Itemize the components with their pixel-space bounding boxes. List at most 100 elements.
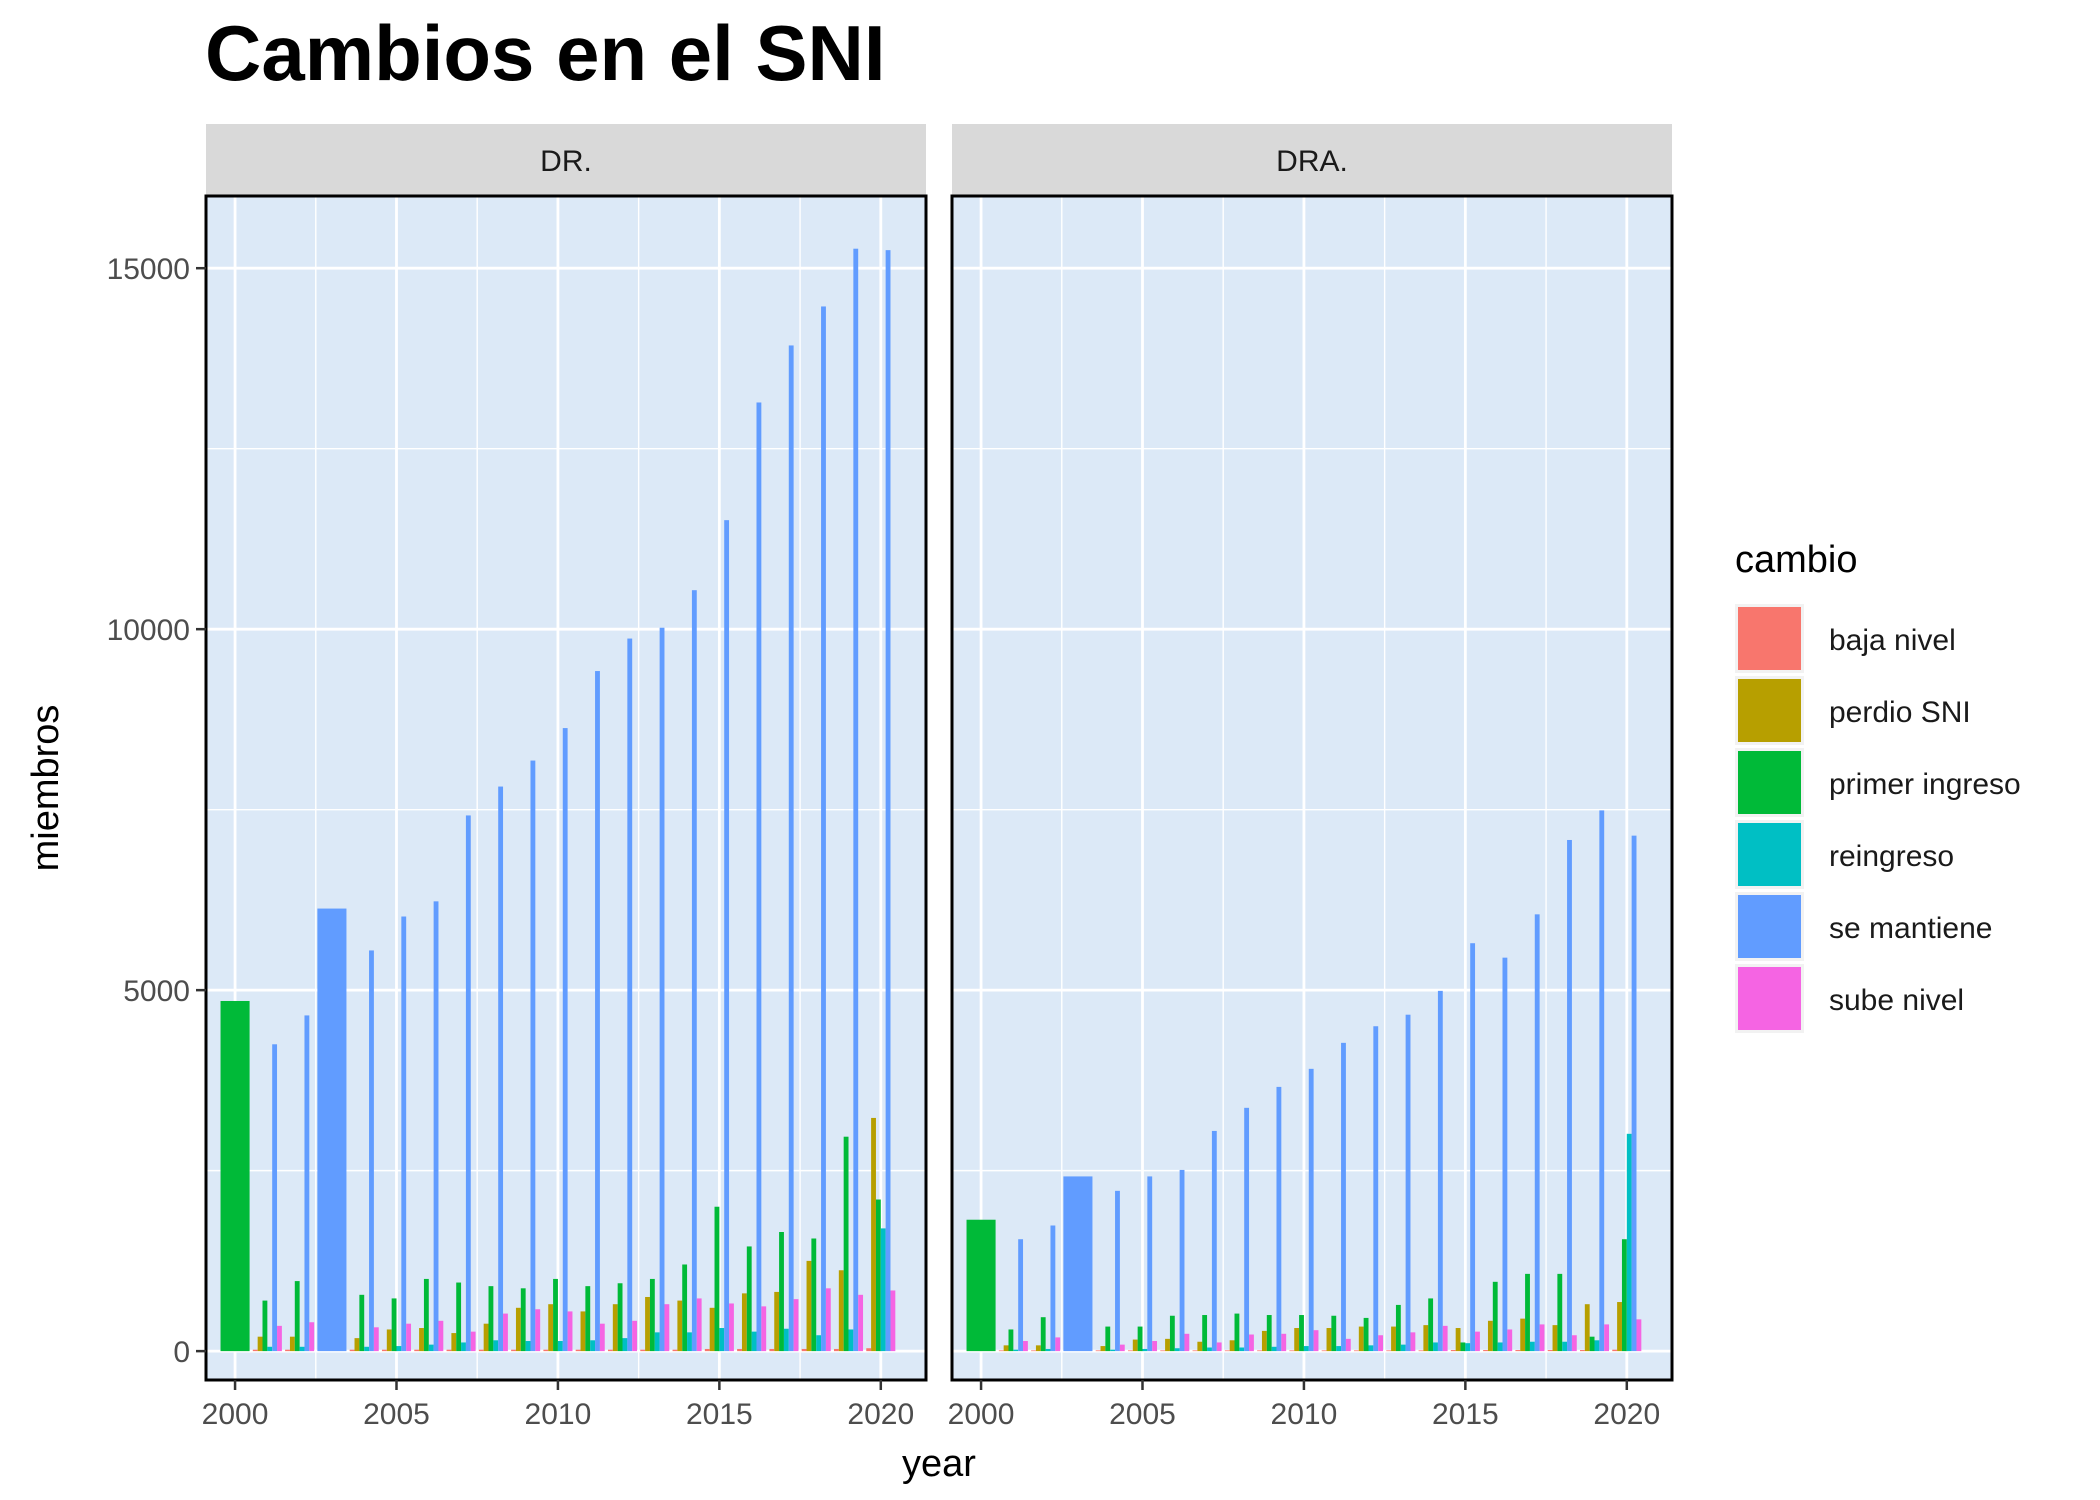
bar <box>1003 1345 1009 1352</box>
bar <box>682 1264 688 1352</box>
bar <box>386 1329 392 1352</box>
bar <box>1035 1345 1041 1352</box>
bar <box>391 1298 397 1352</box>
bar <box>966 1219 996 1352</box>
legend-label: reingreso <box>1829 840 1954 873</box>
bar <box>1621 1239 1627 1352</box>
bar <box>871 1117 876 1352</box>
bar <box>1294 1328 1300 1352</box>
legend-label: baja nivel <box>1829 624 1956 657</box>
bar <box>1539 1324 1545 1352</box>
bar <box>428 1344 434 1352</box>
legend-label: sube nivel <box>1829 984 1964 1017</box>
legend-swatch <box>1738 967 1801 1030</box>
bar <box>580 1311 586 1352</box>
bar <box>530 760 536 1352</box>
bar <box>1579 1350 1585 1352</box>
bar <box>1552 1325 1558 1352</box>
bar <box>252 1349 258 1352</box>
bar <box>1395 1304 1401 1352</box>
legend: cambio baja nivel perdio SNI primer ingreso… <box>1735 539 2021 1033</box>
bar <box>1261 1330 1267 1352</box>
bar <box>649 1278 655 1352</box>
bar <box>769 1348 775 1352</box>
bar <box>1571 1335 1577 1352</box>
bar <box>1207 1347 1212 1352</box>
bar <box>1428 1298 1434 1352</box>
bar <box>880 1228 886 1352</box>
bar <box>793 1299 799 1352</box>
bar <box>627 638 633 1352</box>
bar <box>998 1350 1004 1352</box>
x-tick-label: 2005 <box>363 1398 430 1431</box>
bar <box>1326 1328 1332 1352</box>
bar <box>704 1348 710 1352</box>
bar <box>262 1300 268 1352</box>
bar <box>1455 1328 1461 1352</box>
bar <box>890 1290 896 1352</box>
bar <box>257 1336 263 1352</box>
bar <box>1345 1338 1351 1352</box>
bar <box>866 1348 872 1352</box>
bar <box>1211 1130 1217 1352</box>
bar <box>1271 1346 1277 1352</box>
y-axis-title: miembros <box>25 705 67 872</box>
legend-swatch <box>1738 823 1801 886</box>
bar <box>1336 1346 1342 1352</box>
bar <box>816 1335 822 1352</box>
bar <box>553 1278 558 1352</box>
bar <box>751 1331 757 1352</box>
bar <box>1437 990 1443 1352</box>
bar <box>1373 1026 1379 1352</box>
legend-label: se mantiene <box>1829 912 1992 945</box>
x-tick-label: 2020 <box>1593 1398 1660 1431</box>
bar <box>285 1349 290 1352</box>
bar <box>1331 1315 1337 1352</box>
bar <box>1008 1329 1014 1352</box>
bar <box>438 1320 444 1352</box>
x-tick-label: 2015 <box>686 1398 753 1431</box>
bar <box>349 1349 355 1352</box>
bar <box>1368 1345 1374 1352</box>
bar <box>729 1303 734 1352</box>
bar <box>672 1349 678 1352</box>
bar <box>1483 1350 1488 1352</box>
bar <box>1132 1339 1138 1352</box>
bar <box>825 1288 831 1352</box>
bar <box>774 1291 780 1352</box>
bar <box>664 1304 670 1352</box>
bar <box>1174 1348 1180 1352</box>
bar <box>557 1341 563 1352</box>
bar <box>1353 1350 1359 1352</box>
bar <box>267 1346 273 1352</box>
bar <box>821 306 826 1352</box>
bar <box>1567 839 1572 1352</box>
bar <box>1547 1350 1553 1352</box>
bar <box>1529 1341 1535 1352</box>
bar <box>304 1015 310 1352</box>
x-axis-title: year <box>902 1443 976 1485</box>
bar <box>1450 1350 1456 1352</box>
bar <box>456 1282 462 1352</box>
bar <box>1063 1176 1093 1352</box>
bar <box>714 1206 720 1352</box>
bar <box>535 1309 541 1352</box>
bar <box>1229 1340 1235 1352</box>
bar <box>1391 1326 1396 1352</box>
bar <box>503 1313 508 1352</box>
bar <box>1520 1318 1526 1352</box>
bar <box>488 1286 494 1352</box>
bar <box>1341 1042 1346 1352</box>
bar <box>1308 1068 1314 1352</box>
bar <box>433 901 439 1352</box>
bar <box>1515 1350 1521 1352</box>
x-tick-label: 2010 <box>1271 1398 1338 1431</box>
legend-swatch <box>1738 895 1801 958</box>
bar <box>590 1340 596 1352</box>
bar <box>783 1328 789 1352</box>
y-tick-label: 10000 <box>107 614 190 647</box>
bar <box>1400 1344 1406 1352</box>
bar <box>1249 1334 1254 1352</box>
